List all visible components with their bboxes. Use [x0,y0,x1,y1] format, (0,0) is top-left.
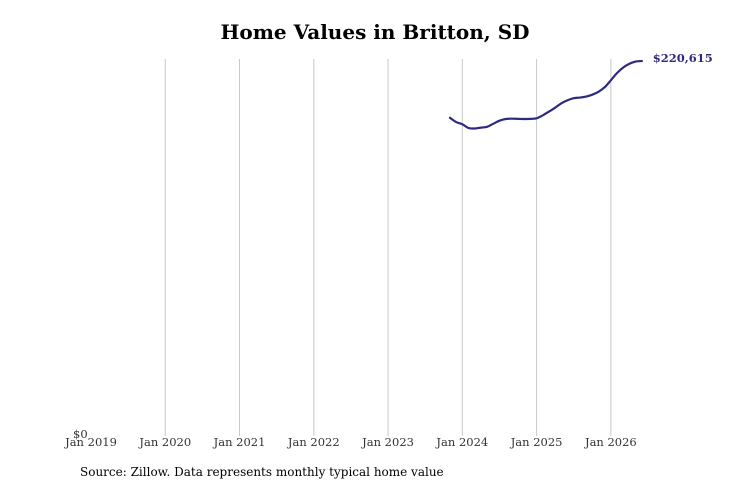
y-axis-tick-labels: $0 [73,427,88,441]
series-lines [448,59,643,130]
home-value-line [448,59,643,130]
x-tick-label: Jan 2026 [584,435,637,449]
x-tick-label: Jan 2022 [287,435,340,449]
x-tick-label: Jan 2024 [435,435,488,449]
annotations: $220,615 [653,51,713,65]
x-axis-tick-labels: Jan 2019 Jan 2020 Jan 2021 Jan 2022 Jan 2023… [64,435,637,449]
y-tick-label: $0 [73,427,88,441]
x-tick-label: Jan 2021 [213,435,266,449]
x-tick-label: Jan 2019 [64,435,117,449]
x-tick-label: Jan 2023 [361,435,414,449]
x-tick-label: Jan 2025 [510,435,563,449]
x-tick-label: Jan 2020 [138,435,191,449]
chart-title: Home Values in Britton, SD [220,20,530,44]
latest-value-label: $220,615 [653,51,713,65]
gridlines [164,59,612,436]
source-note: Source: Zillow. Data represents monthly … [80,465,444,479]
